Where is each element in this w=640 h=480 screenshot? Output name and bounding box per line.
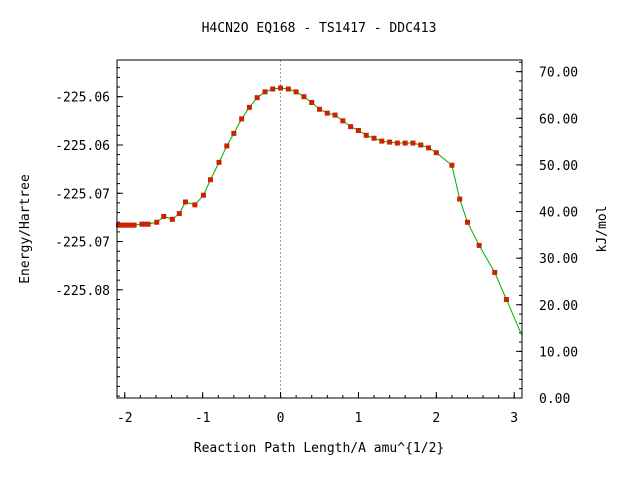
- data-point: [278, 85, 284, 91]
- x-tick-label: 0: [277, 411, 285, 426]
- data-point: [426, 145, 432, 151]
- data-point: [239, 116, 245, 122]
- data-point: [131, 222, 137, 228]
- data-point: [379, 138, 385, 144]
- plot-frame: [116, 59, 523, 399]
- data-point: [394, 140, 400, 146]
- y2-axis-label: kJ/mol: [595, 206, 610, 253]
- y2-tick-label: 40.00: [539, 206, 578, 221]
- plot-area: -225.06 -225.06 -225.07 -225.07 -225.08 0.00 1…: [55, 60, 578, 426]
- data-point: [142, 221, 148, 227]
- data-point: [363, 132, 369, 138]
- y2-tick-label: 20.00: [539, 299, 578, 314]
- data-point: [355, 127, 361, 133]
- x-axis-label: Reaction Path Length/A amu^{1/2}: [194, 441, 444, 456]
- data-point: [224, 143, 230, 149]
- data-point: [301, 94, 307, 100]
- y-tick-label: -225.06: [55, 91, 110, 106]
- data-point: [503, 296, 509, 302]
- data-point: [183, 199, 189, 205]
- data-point: [293, 89, 299, 95]
- data-point: [122, 222, 128, 228]
- data-point: [216, 159, 222, 165]
- data-point: [116, 222, 122, 228]
- x-tick-label: -2: [117, 411, 133, 426]
- y2-tick-label: 60.00: [539, 112, 578, 127]
- data-point: [371, 135, 377, 141]
- y-tick-label: -225.06: [55, 139, 110, 154]
- data-point: [176, 211, 182, 217]
- x-tick-label: -1: [195, 411, 211, 426]
- data-point: [418, 142, 424, 148]
- x-tick-label: 2: [432, 411, 440, 426]
- data-point: [340, 118, 346, 124]
- data-point: [476, 242, 482, 248]
- data-point: [169, 216, 175, 222]
- x-tick-label: 3: [510, 411, 518, 426]
- data-point: [192, 202, 198, 208]
- y-tick-label: -225.07: [55, 187, 110, 202]
- x-tick-label: 1: [355, 411, 363, 426]
- data-point: [309, 99, 315, 105]
- data-point: [119, 222, 125, 228]
- data-point: [128, 222, 134, 228]
- data-point: [348, 124, 354, 130]
- data-point: [145, 221, 151, 227]
- y-axis-label: Energy/Hartree: [18, 174, 33, 284]
- data-point: [449, 162, 455, 168]
- data-point: [200, 192, 206, 198]
- y2-tick-label: 50.00: [539, 159, 578, 174]
- data-point: [433, 150, 439, 156]
- data-point: [492, 269, 498, 275]
- data-point: [262, 89, 268, 95]
- chart-title: H4CN2O EQ168 - TS1417 - DDC413: [202, 21, 437, 36]
- data-point: [410, 140, 416, 146]
- y2-tick-label: 70.00: [539, 66, 578, 81]
- y2-tick-label: 10.00: [539, 345, 578, 360]
- y2-tick-label: 30.00: [539, 252, 578, 267]
- data-point: [324, 110, 330, 116]
- y2-tick-label: 0.00: [539, 392, 570, 407]
- y-tick-label: -225.08: [55, 284, 110, 299]
- data-point: [332, 112, 338, 118]
- data-point: [464, 219, 470, 225]
- data-point: [317, 106, 322, 112]
- data-point: [207, 177, 213, 183]
- data-point: [270, 86, 276, 92]
- data-point: [387, 139, 393, 145]
- data-point: [254, 95, 260, 101]
- data-point: [231, 130, 237, 136]
- data-point: [402, 140, 408, 146]
- data-point: [154, 219, 160, 225]
- data-point: [125, 222, 131, 228]
- data-point: [246, 104, 252, 110]
- data-point: [457, 196, 463, 202]
- data-point: [139, 221, 145, 227]
- data-point: [161, 213, 167, 219]
- data-point: [285, 86, 291, 92]
- y-tick-label: -225.07: [55, 236, 110, 251]
